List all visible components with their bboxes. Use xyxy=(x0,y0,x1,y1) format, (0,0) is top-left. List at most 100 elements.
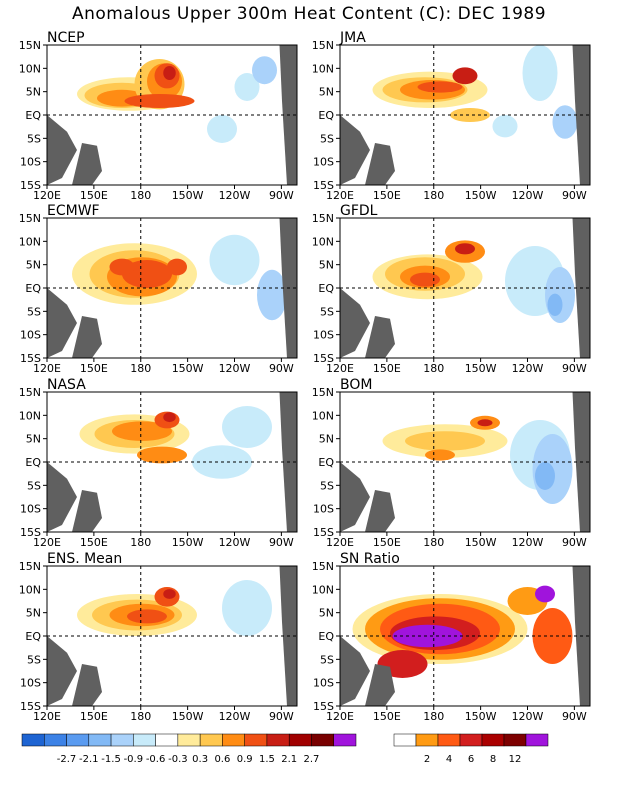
anomaly-contour xyxy=(124,94,195,108)
lat-tick-label: 5N xyxy=(319,259,334,272)
lat-tick-label: 15N xyxy=(312,212,334,225)
lon-tick-label: 150W xyxy=(172,362,204,375)
anomaly-contour xyxy=(477,419,493,427)
lon-tick-label: 150E xyxy=(373,189,401,202)
lat-tick-label: EQ xyxy=(25,456,41,469)
lat-tick-label: 15S xyxy=(20,179,41,192)
lon-tick-label: 150W xyxy=(465,536,497,549)
lon-tick-label: 180 xyxy=(423,362,444,375)
lon-tick-label: 120E xyxy=(33,189,61,202)
land-mass xyxy=(47,288,77,358)
lat-tick-label: 5S xyxy=(320,479,334,492)
lat-tick-label: 10S xyxy=(20,329,41,342)
lat-tick-label: 10S xyxy=(313,329,334,342)
colorbar-swatch xyxy=(110,733,134,747)
colorbar-swatch xyxy=(177,733,201,747)
lat-tick-label: 15N xyxy=(312,560,334,573)
land-mass xyxy=(365,664,395,706)
colorbar-swatch xyxy=(525,733,549,747)
colorbar-label: 0.3 xyxy=(192,754,208,765)
lon-tick-label: 90W xyxy=(269,362,294,375)
lat-tick-label: 5S xyxy=(27,132,41,145)
colorbar-swatch xyxy=(288,733,312,747)
panel-title: JMA xyxy=(339,30,366,46)
colorbar-label: -1.5 xyxy=(101,754,121,765)
lon-tick-label: 120W xyxy=(512,710,544,723)
colorbar-swatch xyxy=(155,733,179,747)
lon-tick-label: 120E xyxy=(326,362,354,375)
colorbar-swatch xyxy=(437,733,461,747)
lat-tick-label: 15S xyxy=(313,352,334,365)
panel-title: BOM xyxy=(340,377,372,393)
anomaly-contour xyxy=(452,67,478,85)
colorbar-label: 6 xyxy=(468,754,474,765)
lat-tick-label: 10N xyxy=(19,583,41,596)
lon-tick-label: 150E xyxy=(373,536,401,549)
lat-tick-label: 10N xyxy=(19,235,41,248)
colorbar-swatch xyxy=(415,733,439,747)
land-mass xyxy=(365,490,395,532)
lon-tick-label: 120W xyxy=(512,362,544,375)
anomaly-contour xyxy=(137,446,187,464)
lat-tick-label: 15S xyxy=(20,700,41,713)
colorbar-label: 8 xyxy=(490,754,496,765)
lon-tick-label: 150E xyxy=(373,362,401,375)
lat-tick-label: 5S xyxy=(27,305,41,318)
anomaly-contour xyxy=(547,293,563,316)
lat-tick-label: 5S xyxy=(320,653,334,666)
colorbar-swatch xyxy=(88,733,112,747)
panel-title: ENS. Mean xyxy=(47,551,122,567)
land-mass xyxy=(47,462,77,532)
colorbar-label: -2.1 xyxy=(79,754,99,765)
land-mass xyxy=(72,490,102,532)
anomaly-contour xyxy=(410,272,440,287)
lat-tick-label: 5N xyxy=(26,433,41,446)
panel-title: SN Ratio xyxy=(340,551,400,567)
lat-tick-label: 5N xyxy=(319,86,334,99)
lat-tick-label: 5N xyxy=(26,86,41,99)
lon-tick-label: 120W xyxy=(219,362,251,375)
colorbar-swatch xyxy=(244,733,268,747)
lat-tick-label: 10N xyxy=(19,62,41,75)
anomaly-contour xyxy=(450,108,490,122)
lat-tick-label: 10S xyxy=(20,156,41,169)
colorbar-label: 2.7 xyxy=(304,754,320,765)
lat-tick-label: 5N xyxy=(319,607,334,620)
lat-tick-label: 10N xyxy=(312,583,334,596)
anomaly-contour xyxy=(425,449,455,461)
colorbar-swatch xyxy=(311,733,334,747)
lat-tick-label: EQ xyxy=(25,109,41,122)
lat-tick-label: 15N xyxy=(19,39,41,52)
anomaly-colorbar: -2.7 -2.1 -1.5 -0.9 -0.6 -0.3 0.3 0.6 0.9 1.5 2.1 2… xyxy=(21,733,357,765)
lon-tick-label: 120E xyxy=(326,710,354,723)
lon-tick-label: 90W xyxy=(269,536,294,549)
anomaly-contour xyxy=(392,624,463,648)
lat-tick-label: EQ xyxy=(318,109,334,122)
lon-tick-label: 180 xyxy=(130,189,151,202)
lat-tick-label: EQ xyxy=(318,282,334,295)
colorbar-swatch xyxy=(222,733,245,747)
lat-tick-label: EQ xyxy=(318,456,334,469)
panel-title: GFDL xyxy=(340,203,378,219)
lon-tick-label: 120W xyxy=(512,189,544,202)
anomaly-contour xyxy=(163,66,176,80)
anomaly-contour xyxy=(127,609,167,624)
lat-tick-label: EQ xyxy=(25,630,41,643)
anomaly-contour xyxy=(492,115,518,138)
panel-title: ECMWF xyxy=(47,203,100,219)
lon-tick-label: 150W xyxy=(172,536,204,549)
anomaly-contour xyxy=(535,462,555,490)
lon-tick-label: 120E xyxy=(33,710,61,723)
anomaly-contour xyxy=(455,243,475,255)
lon-tick-label: 90W xyxy=(562,536,587,549)
lon-tick-label: 90W xyxy=(269,710,294,723)
lon-tick-label: 120E xyxy=(326,189,354,202)
lon-tick-label: 120W xyxy=(512,536,544,549)
lat-tick-label: 5S xyxy=(320,132,334,145)
lon-tick-label: 150W xyxy=(465,362,497,375)
